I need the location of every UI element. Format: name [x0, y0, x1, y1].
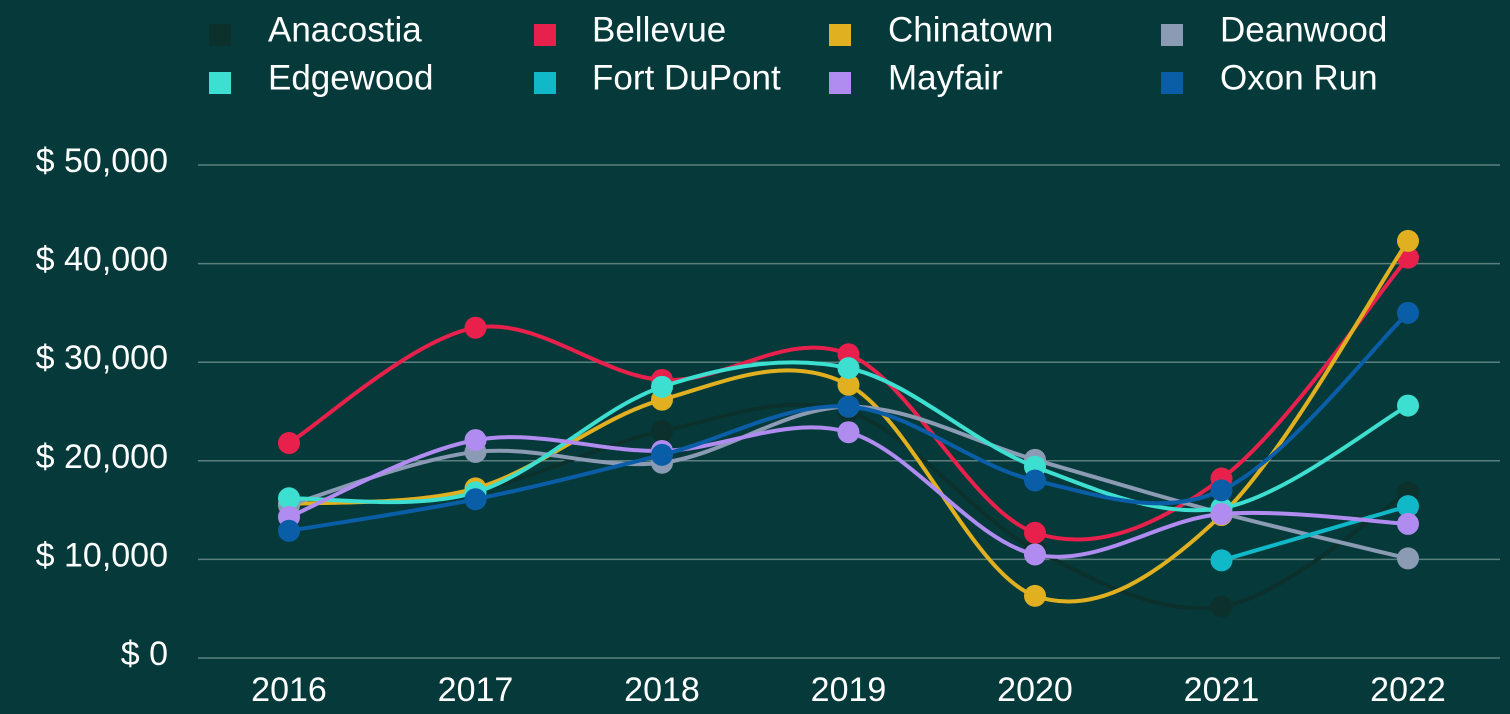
x-tick-label: 2019 [811, 671, 887, 709]
legend-label: Bellevue [592, 10, 726, 49]
legend-label: Oxon Run [1220, 58, 1378, 97]
point [278, 432, 300, 455]
point [1397, 512, 1419, 535]
point [1210, 503, 1233, 526]
point [837, 421, 860, 444]
y-tick-label: $ 0 [121, 635, 168, 673]
legend-swatch [829, 24, 851, 46]
legend-label: Anacostia [268, 10, 422, 49]
y-tick-label: $ 50,000 [36, 142, 168, 180]
legend-swatch [1161, 72, 1183, 94]
point [278, 519, 300, 542]
series-line [1220, 504, 1409, 563]
point [1210, 549, 1233, 572]
legend-label: Fort DuPont [592, 58, 781, 97]
point [1210, 595, 1233, 618]
point [651, 420, 673, 443]
point [1397, 547, 1419, 570]
point [278, 487, 300, 510]
point [1397, 229, 1419, 252]
x-tick-label: 2018 [624, 671, 700, 709]
x-tick-label: 2016 [251, 671, 327, 709]
legend-swatch [829, 72, 851, 94]
legend-swatch [534, 24, 556, 46]
legend-swatch [534, 72, 556, 94]
point [1024, 584, 1046, 607]
point [837, 373, 860, 396]
y-tick-label: $ 30,000 [36, 339, 168, 377]
y-tick-label: $ 40,000 [36, 241, 168, 279]
x-tick-label: 2017 [438, 671, 514, 709]
y-tick-label: $ 20,000 [36, 438, 168, 476]
legend-label: Deanwood [1220, 10, 1387, 49]
legend-label: Edgewood [268, 58, 433, 97]
point [1024, 521, 1046, 544]
y-tick-label: $ 10,000 [36, 536, 168, 574]
point [651, 375, 673, 398]
point [1397, 495, 1419, 518]
point [837, 357, 860, 380]
x-tick-label: 2021 [1184, 671, 1260, 709]
x-tick-label: 2022 [1370, 671, 1446, 709]
point [1024, 469, 1046, 492]
point [837, 395, 860, 418]
point [464, 429, 487, 452]
legend-swatch [209, 24, 231, 46]
legend-swatch [209, 72, 231, 94]
x-tick-label: 2020 [997, 671, 1073, 709]
legend-label: Chinatown [888, 10, 1053, 49]
legend-swatch [1161, 24, 1183, 46]
point [1397, 394, 1419, 417]
point [1397, 301, 1419, 324]
legend-label: Mayfair [888, 58, 1003, 97]
point [464, 488, 487, 511]
point [464, 316, 487, 339]
point [1024, 543, 1046, 566]
point [1210, 479, 1233, 502]
point [651, 443, 673, 466]
